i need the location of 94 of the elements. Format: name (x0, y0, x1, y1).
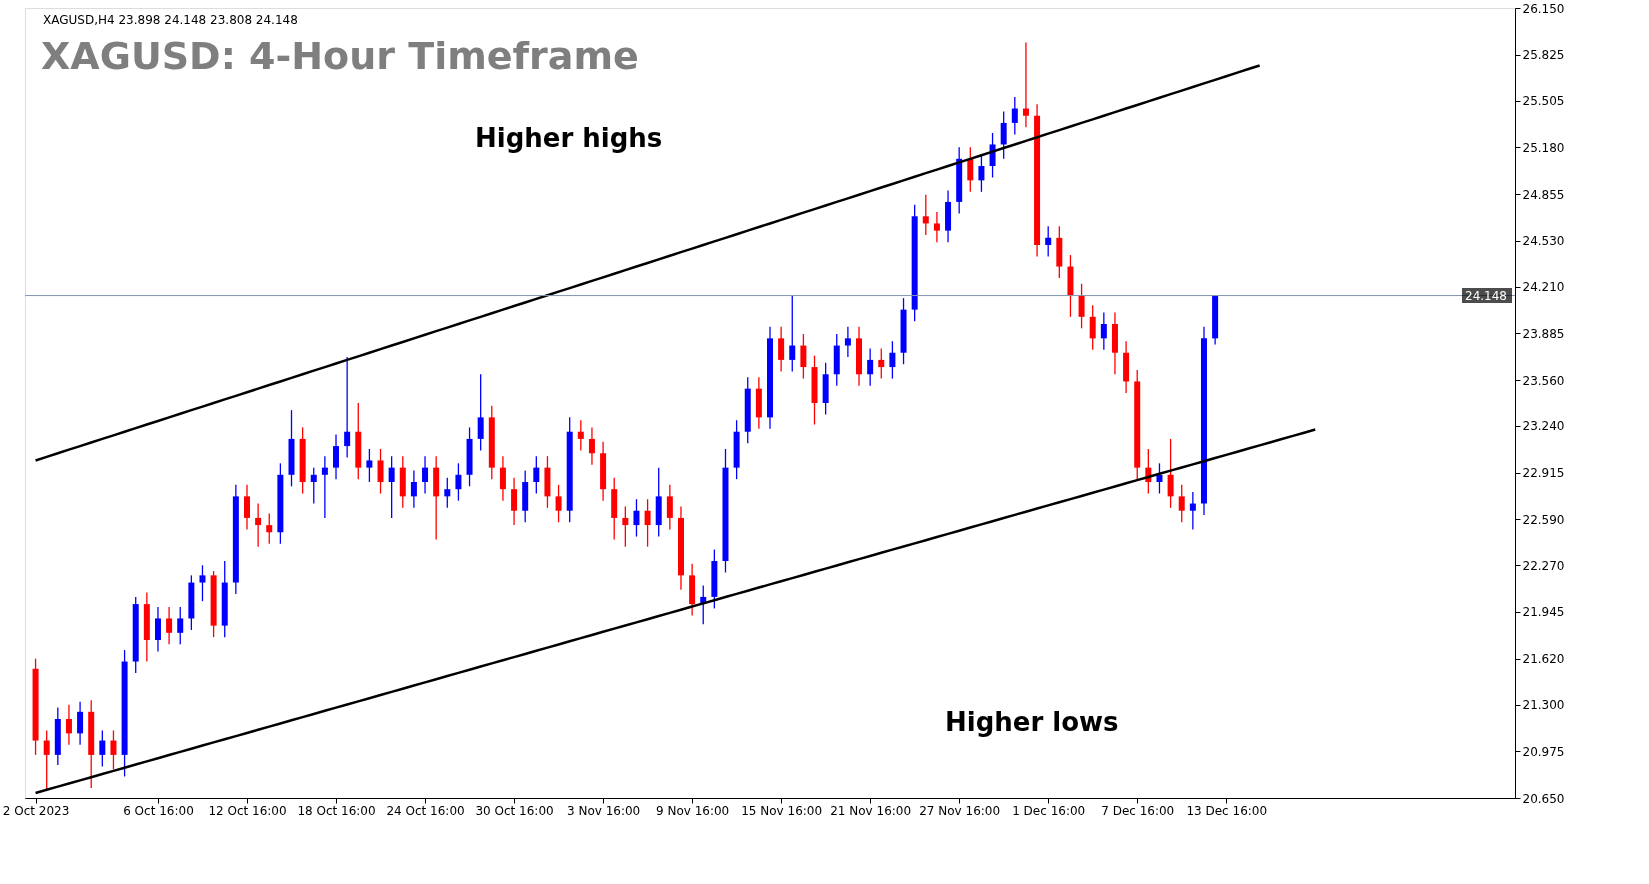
y-tick-label: 21.300 (1522, 698, 1565, 713)
candlestick (789, 294, 796, 373)
candlestick (800, 333, 807, 380)
candlestick (321, 455, 328, 519)
candlestick (43, 729, 50, 792)
candlestick (455, 462, 462, 502)
candlestick (444, 477, 451, 509)
y-tick-label: 26.150 (1522, 1, 1565, 16)
candlestick (266, 512, 273, 545)
candlestick (967, 146, 974, 193)
candlestick (1000, 110, 1007, 160)
candlestick (1100, 311, 1107, 351)
x-tick-label: 1 Dec 16:00 (1012, 803, 1086, 818)
y-tick-label: 22.590 (1522, 512, 1565, 527)
y-tick-label: 22.915 (1522, 466, 1565, 481)
y-tick-label: 21.945 (1522, 605, 1565, 620)
candlestick (1089, 304, 1096, 351)
candlestick (844, 326, 851, 358)
x-tick-label: 18 Oct 16:00 (297, 803, 376, 818)
candlestick (177, 606, 184, 645)
candlestick (588, 426, 595, 466)
candlestick (388, 455, 395, 519)
candlestick (577, 419, 584, 452)
x-tick-label: 12 Oct 16:00 (208, 803, 287, 818)
x-tick-label: 9 Nov 16:00 (655, 803, 730, 818)
candlestick (878, 347, 885, 380)
y-tick-label: 23.240 (1522, 419, 1565, 434)
x-tick-label: 13 Dec 16:00 (1186, 803, 1268, 818)
y-tick-label: 22.270 (1522, 558, 1565, 573)
candlestick (199, 564, 206, 602)
x-tick-label: 24 Oct 16:00 (386, 803, 465, 818)
y-tick-label: 20.975 (1522, 744, 1565, 759)
x-tick-label: 27 Nov 16:00 (919, 803, 1001, 818)
candlestick (1178, 484, 1185, 523)
y-tick-label: 25.505 (1522, 94, 1565, 109)
candlestick (867, 347, 874, 387)
chart-subtitle: XAGUSD,H4 23.898 24.148 23.808 24.148 (43, 13, 298, 27)
candlestick (154, 606, 161, 653)
candlestick (344, 356, 351, 459)
candlestick (1156, 462, 1163, 495)
candlestick (889, 340, 896, 380)
y-tick-label: 23.885 (1522, 326, 1565, 341)
candlestick (633, 498, 640, 538)
candlestick (99, 729, 106, 768)
x-tick-label: 3 Nov 16:00 (566, 803, 641, 818)
ref-line-label: 24.148 (1465, 288, 1507, 303)
y-tick-label: 25.825 (1522, 48, 1565, 63)
candlestick (243, 484, 250, 531)
candlestick (922, 194, 929, 236)
candlestick (77, 701, 84, 746)
candlestick (933, 211, 940, 243)
candlestick (1045, 225, 1052, 258)
candlestick (65, 703, 72, 746)
y-tick-label: 24.530 (1522, 234, 1565, 249)
candlestick (366, 448, 373, 483)
candlestick (310, 466, 317, 505)
candlestick (1167, 438, 1174, 509)
annotation: Higher highs (475, 123, 663, 153)
candlestick (377, 448, 384, 495)
candlestick (1011, 96, 1018, 136)
candlestick (110, 729, 117, 770)
y-tick-label: 24.210 (1522, 280, 1565, 295)
y-tick-label: 23.560 (1522, 373, 1565, 388)
candlestick (778, 326, 785, 373)
y-tick-label: 24.855 (1522, 187, 1565, 202)
x-tick-label: 21 Nov 16:00 (830, 803, 912, 818)
candlestick (410, 469, 417, 509)
candlestick (1078, 283, 1085, 329)
y-tick-label: 21.620 (1522, 652, 1565, 667)
candlestick (644, 498, 651, 548)
candlestick (555, 484, 562, 523)
y-tick-label: 20.650 (1522, 791, 1565, 806)
candlestick (989, 132, 996, 179)
annotation: Higher lows (945, 707, 1119, 737)
candlestick (166, 606, 173, 645)
candlestick (499, 455, 506, 502)
line-series (34, 428, 1317, 795)
candlestick (1022, 41, 1029, 128)
candlestick (333, 433, 340, 480)
x-tick-label: 30 Oct 16:00 (475, 803, 554, 818)
candlestick (422, 455, 429, 495)
text: XAGUSD: 4-Hour Timeframe (41, 34, 639, 78)
candlestick (666, 484, 673, 531)
candlestick (255, 502, 262, 548)
x-tick-label: 2 Oct 2023 (2, 803, 70, 818)
x-tick-label: 7 Dec 16:00 (1101, 803, 1175, 818)
candlestick (533, 455, 540, 495)
candlestick (511, 477, 518, 526)
y-tick-label: 25.180 (1522, 140, 1565, 155)
candlestick (622, 505, 629, 548)
x-tick-label: 15 Nov 16:00 (741, 803, 823, 818)
x-tick-label: 6 Oct 16:00 (123, 803, 194, 818)
candlestick (477, 373, 484, 452)
candlestick (1189, 491, 1196, 531)
